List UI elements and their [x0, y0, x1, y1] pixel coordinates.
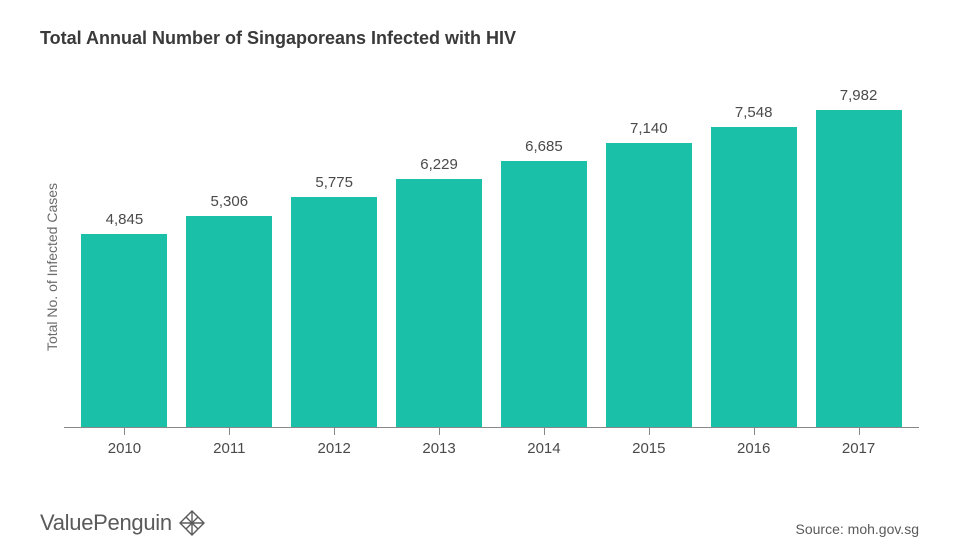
bar-column: 5,306	[177, 77, 282, 427]
bar-value-label: 6,685	[525, 138, 563, 155]
brand-logo-icon	[178, 509, 206, 537]
chart-title: Total Annual Number of Singaporeans Infe…	[40, 28, 919, 49]
bar-column: 7,140	[596, 77, 701, 427]
brand: ValuePenguin	[40, 509, 206, 537]
x-tick-label: 2013	[387, 428, 492, 457]
bar-value-label: 5,306	[211, 193, 249, 210]
bar-value-label: 4,845	[106, 211, 144, 228]
bar	[186, 216, 272, 427]
bar-column: 7,548	[701, 77, 806, 427]
bar-value-label: 5,775	[315, 174, 353, 191]
x-axis: 20102011201220132014201520162017	[64, 428, 919, 457]
bar-column: 6,229	[387, 77, 492, 427]
bars-container: 4,845 5,306 5,775 6,229 6,685 7,140 7,548 7,982	[64, 77, 919, 428]
footer: ValuePenguin Source: moh.gov.sg	[40, 509, 919, 537]
bar-column: 7,982	[806, 77, 911, 427]
bar	[501, 161, 587, 427]
bar	[606, 143, 692, 427]
chart-area: Total No. of Infected Cases 4,845 5,306 5,…	[40, 77, 919, 457]
y-axis-label-wrap: Total No. of Infected Cases	[40, 77, 64, 457]
x-tick-label: 2017	[806, 428, 911, 457]
bar	[396, 179, 482, 427]
source-attribution: Source: moh.gov.sg	[796, 521, 919, 537]
bar	[816, 110, 902, 427]
x-tick-label: 2012	[282, 428, 387, 457]
x-tick-label: 2011	[177, 428, 282, 457]
x-tick-label: 2014	[492, 428, 597, 457]
bar-column: 5,775	[282, 77, 387, 427]
bar-value-label: 7,548	[735, 104, 773, 121]
bar-column: 4,845	[72, 77, 177, 427]
y-axis-label: Total No. of Infected Cases	[44, 183, 60, 351]
brand-name: ValuePenguin	[40, 510, 172, 536]
plot: 4,845 5,306 5,775 6,229 6,685 7,140 7,548 7,982…	[64, 77, 919, 457]
bar-value-label: 7,982	[840, 87, 878, 104]
bar	[711, 127, 797, 427]
bar	[81, 234, 167, 427]
bar-value-label: 7,140	[630, 120, 668, 137]
x-tick-label: 2015	[596, 428, 701, 457]
bar-column: 6,685	[492, 77, 597, 427]
bar	[291, 197, 377, 427]
x-tick-label: 2010	[72, 428, 177, 457]
bar-value-label: 6,229	[420, 156, 458, 173]
x-tick-label: 2016	[701, 428, 806, 457]
